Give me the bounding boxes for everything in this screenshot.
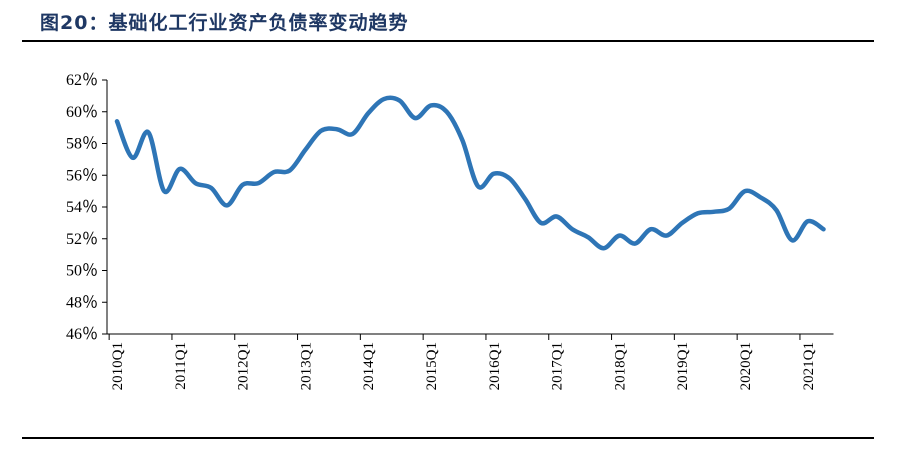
- y-tick-label: 58％: [66, 136, 98, 153]
- x-tick-label: 2016Q1: [487, 342, 503, 390]
- title-rule: [22, 40, 874, 42]
- x-tick-label: 2014Q1: [361, 342, 377, 390]
- y-axis: 46％ 48％ 50％ 52％ 54％ 56％ 58％ 60％ 62％: [66, 72, 108, 343]
- x-tick-label: 2017Q1: [550, 342, 566, 390]
- y-tick-label: 60％: [66, 104, 98, 121]
- x-tick-label: 2021Q1: [801, 342, 817, 390]
- x-tick-label: 2010Q1: [110, 342, 126, 390]
- x-tick-label: 2011Q1: [173, 342, 189, 390]
- figure-title: 图20：基础化工行业资产负债率变动趋势: [40, 12, 409, 34]
- y-tick-label: 52％: [66, 231, 98, 248]
- y-tick-label: 56％: [66, 167, 98, 184]
- x-tick-label: 2012Q1: [236, 342, 252, 390]
- x-axis: 2010Q1 2011Q1 2012Q1 2013Q1 2014Q1 2015Q1 2016…: [107, 333, 834, 390]
- series-lines: [114, 95, 826, 251]
- y-tick-label: 54％: [66, 199, 98, 216]
- x-tick-label: 2015Q1: [424, 342, 440, 390]
- y-tick-label: 46％: [66, 326, 98, 343]
- x-tick-label: 2013Q1: [298, 342, 314, 390]
- y-tick-label: 62％: [66, 72, 98, 89]
- x-tick-label: 2019Q1: [675, 342, 691, 390]
- series-line: [114, 95, 826, 251]
- x-tick-label: 2020Q1: [738, 342, 754, 390]
- y-tick-label: 50％: [66, 263, 98, 280]
- bottom-rule: [22, 437, 874, 439]
- x-tick-label: 2018Q1: [612, 342, 628, 390]
- y-tick-label: 48％: [66, 294, 98, 311]
